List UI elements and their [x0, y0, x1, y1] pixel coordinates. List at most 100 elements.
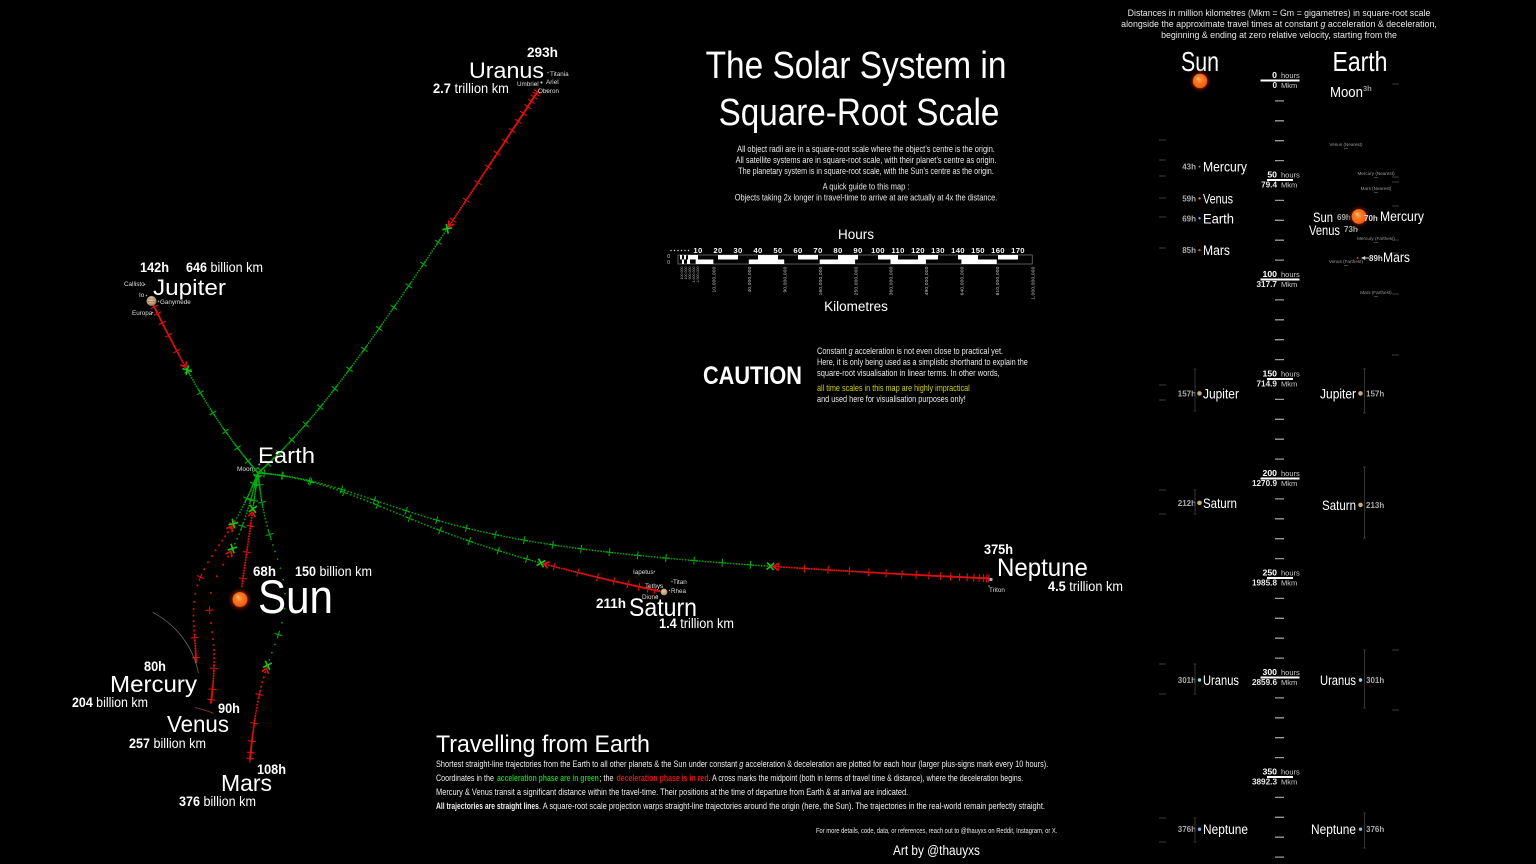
svg-text:Jupiter: Jupiter — [153, 275, 226, 300]
svg-text:89h: 89h — [1369, 254, 1383, 263]
svg-text:all time scales in this map ar: all time scales in this map are highly i… — [817, 382, 970, 393]
svg-text:Mkm: Mkm — [1281, 280, 1297, 289]
svg-text:646 billion km: 646 billion km — [186, 260, 263, 276]
svg-text:Tethys: Tethys — [645, 583, 663, 590]
svg-text:Triton: Triton — [989, 587, 1005, 594]
svg-text:376 billion km: 376 billion km — [179, 794, 256, 810]
svg-text:Earth: Earth — [258, 443, 315, 468]
svg-text:1270.9: 1270.9 — [1252, 479, 1277, 488]
svg-text:100,000: 100,000 — [680, 267, 684, 280]
svg-text:301h: 301h — [1178, 676, 1196, 685]
svg-text:130: 130 — [931, 246, 945, 255]
svg-text:300: 300 — [1263, 667, 1278, 677]
svg-text:30: 30 — [733, 246, 742, 255]
svg-text:10: 10 — [693, 246, 702, 255]
svg-text:40: 40 — [753, 246, 762, 255]
svg-text:160,000,000: 160,000,000 — [818, 266, 824, 295]
svg-text:Shortest straight-line traject: Shortest straight-line trajectories from… — [436, 758, 1048, 769]
svg-text:375h: 375h — [984, 542, 1013, 557]
svg-text:90,000,000: 90,000,000 — [783, 266, 789, 292]
svg-text:hours: hours — [1281, 768, 1300, 777]
svg-text:0: 0 — [667, 260, 670, 266]
svg-text:Mercury (Nearest): Mercury (Nearest) — [1357, 171, 1394, 176]
svg-text:Venus: Venus — [167, 711, 229, 737]
svg-text:Rhea: Rhea — [671, 588, 687, 595]
svg-text:69h: 69h — [1337, 213, 1351, 222]
svg-text:200: 200 — [1263, 468, 1278, 478]
svg-text:Mercury (Farthest): Mercury (Farthest) — [1357, 236, 1395, 241]
svg-text:142h: 142h — [140, 260, 169, 275]
svg-text:Uranus: Uranus — [469, 57, 544, 83]
svg-text:Objects taking 2x longer in tr: Objects taking 2x longer in travel-time … — [735, 192, 998, 203]
svg-text:400,000: 400,000 — [684, 267, 688, 280]
svg-text:Square-Root Scale: Square-Root Scale — [719, 91, 1000, 134]
svg-text:Neptune: Neptune — [1311, 821, 1356, 837]
svg-text:3892.3: 3892.3 — [1252, 778, 1277, 787]
svg-text:157h: 157h — [1178, 389, 1196, 398]
svg-text:212h: 212h — [1178, 499, 1196, 508]
svg-text:Oberon: Oberon — [538, 88, 560, 95]
svg-text:Kilometres: Kilometres — [824, 299, 888, 314]
svg-text:Mkm: Mkm — [1281, 678, 1297, 687]
svg-text:2,500,000: 2,500,000 — [696, 267, 700, 283]
svg-text:Mkm: Mkm — [1281, 479, 1297, 488]
svg-text:110: 110 — [891, 246, 904, 255]
svg-text:A quick guide to this map :: A quick guide to this map : — [823, 181, 910, 192]
svg-text:360,000,000: 360,000,000 — [889, 266, 895, 295]
svg-text:Umbriel: Umbriel — [517, 81, 539, 88]
svg-text:For more details, code, data,: For more details, code, data, or referen… — [816, 827, 1057, 835]
svg-text:Mkm: Mkm — [1281, 181, 1297, 190]
svg-text:90: 90 — [853, 246, 862, 255]
svg-text:Neptune: Neptune — [1203, 821, 1248, 837]
svg-text:The Solar System in: The Solar System in — [706, 44, 1007, 86]
svg-text:50: 50 — [1267, 170, 1277, 180]
svg-text:317.7: 317.7 — [1257, 280, 1278, 289]
svg-text:Dione: Dione — [642, 594, 659, 601]
svg-text:80h: 80h — [144, 659, 166, 674]
svg-text:The planetary system is in squ: The planetary system is in square-root s… — [738, 165, 994, 176]
svg-text:376h: 376h — [1178, 825, 1196, 834]
svg-text:1,000,000,000: 1,000,000,000 — [1030, 266, 1036, 299]
svg-text:4.5 trillion km: 4.5 trillion km — [1048, 579, 1123, 594]
svg-text:Coordinates in the: Coordinates in the — [436, 772, 494, 783]
svg-text:73h: 73h — [1344, 225, 1358, 234]
svg-text:120: 120 — [911, 246, 925, 255]
svg-text:2.7 trillion km: 2.7 trillion km — [433, 81, 509, 96]
svg-text:376h: 376h — [1366, 825, 1384, 834]
svg-text:All satellite systems are in s: All satellite systems are in square-root… — [736, 154, 997, 165]
svg-text:Mercury: Mercury — [1203, 159, 1247, 175]
svg-text:; the: ; the — [600, 772, 614, 783]
svg-text:Ariel: Ariel — [546, 79, 559, 86]
svg-text:Io: Io — [139, 292, 145, 299]
svg-text:108h: 108h — [257, 762, 286, 777]
svg-text:Venus: Venus — [1203, 191, 1233, 207]
svg-text:70h: 70h — [1364, 214, 1378, 223]
svg-text:square-root visualisation in l: square-root visualisation in linear term… — [817, 367, 1000, 378]
svg-text:Venus (Nearest): Venus (Nearest) — [1329, 142, 1363, 147]
svg-text:. A square-root scale projecti: . A square-root scale projection warps s… — [539, 800, 1045, 811]
svg-text:Jupiter: Jupiter — [1320, 386, 1357, 402]
svg-text:Titania: Titania — [550, 71, 569, 78]
svg-text:301h: 301h — [1366, 676, 1384, 685]
svg-text:Mkm: Mkm — [1281, 579, 1297, 588]
svg-text:0: 0 — [1272, 81, 1277, 90]
svg-text:59h: 59h — [1182, 194, 1196, 203]
svg-text:Earth: Earth — [1203, 211, 1234, 227]
svg-text:beginning & ending at zero rel: beginning & ending at zero relative velo… — [1161, 30, 1397, 40]
svg-text:Jupiter: Jupiter — [1203, 386, 1240, 402]
svg-text:hours: hours — [1281, 569, 1300, 578]
svg-text:hours: hours — [1281, 270, 1300, 279]
svg-text:70: 70 — [813, 246, 822, 255]
svg-text:Iapetus: Iapetus — [633, 569, 654, 576]
svg-text:Saturn: Saturn — [1322, 497, 1356, 513]
svg-text:Neptune: Neptune — [997, 555, 1088, 583]
svg-text:hours: hours — [1281, 469, 1300, 478]
svg-text:150: 150 — [1263, 369, 1278, 379]
svg-text:213h: 213h — [1366, 501, 1384, 510]
svg-text:100: 100 — [1263, 269, 1278, 279]
svg-text:350: 350 — [1263, 767, 1278, 777]
svg-text:Venus (Farthest): Venus (Farthest) — [1329, 259, 1363, 264]
svg-text:100: 100 — [871, 246, 885, 255]
svg-text:157h: 157h — [1366, 389, 1384, 398]
svg-text:hours: hours — [1281, 71, 1300, 80]
